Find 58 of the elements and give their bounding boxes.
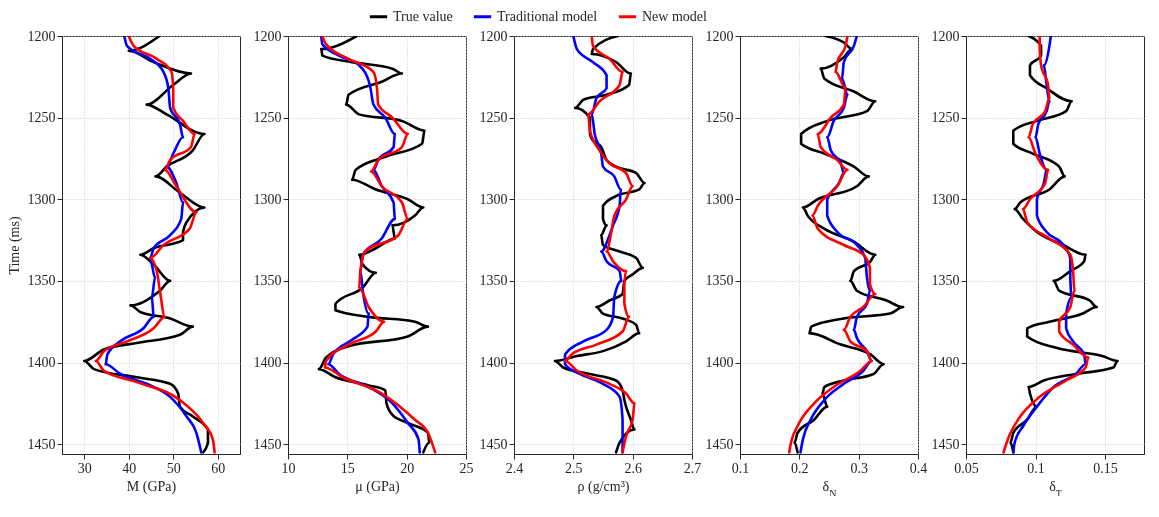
y-tick-label: 1450 [253,436,282,452]
x-tick-label: 30 [77,460,92,476]
y-tick-label: 1450 [931,436,960,452]
y-tick-label: 1300 [253,191,282,207]
y-tick-label: 1250 [479,110,508,126]
x-tick-label: 15 [340,460,355,476]
y-tick-label: 1200 [27,28,56,44]
y-tick-label: 1350 [27,273,56,289]
x-axis-title: δ$_{N}$ [822,478,837,498]
y-tick-label: 1350 [253,273,282,289]
y-tick-label: 1200 [931,28,960,44]
x-tick-label: 20 [400,460,415,476]
y-tick-label: 1450 [27,436,56,452]
y-tick-label: 1300 [479,191,508,207]
y-tick-label: 1450 [705,436,734,452]
x-tick-label: 0.1 [1027,460,1045,476]
y-tick-label: 1400 [705,355,734,371]
y-tick-label: 1350 [479,273,508,289]
x-tick-label: 2.7 [683,460,702,476]
x-axis-title: ρ (g/cm³) [577,478,630,495]
x-tick-label: 2.4 [505,460,524,476]
x-tick-label: 2.6 [624,460,642,476]
y-tick-label: 1250 [931,110,960,126]
x-tick-label: 60 [211,460,226,476]
x-axis-title: M (GPa) [126,478,177,495]
legend-label: Traditional model [497,8,598,24]
y-axis-title: Time (ms) [6,216,23,275]
x-tick-label: 0.05 [954,460,979,476]
x-tick-label: 0.4 [909,460,928,476]
y-tick-label: 1450 [479,436,508,452]
y-tick-label: 1350 [705,273,734,289]
y-tick-label: 1250 [27,110,56,126]
y-tick-label: 1300 [705,191,734,207]
y-tick-label: 1200 [253,28,282,44]
y-tick-label: 1400 [253,355,282,371]
y-tick-label: 1250 [253,110,282,126]
y-tick-label: 1300 [931,191,960,207]
y-tick-label: 1200 [479,28,508,44]
x-tick-label: 40 [122,460,137,476]
y-tick-label: 1300 [27,191,56,207]
x-tick-label: 50 [166,460,181,476]
y-tick-label: 1350 [931,273,960,289]
y-tick-label: 1400 [27,355,56,371]
y-tick-label: 1400 [931,355,960,371]
x-tick-label: 10 [281,460,296,476]
y-tick-label: 1200 [705,28,734,44]
x-tick-label: 2.5 [565,460,583,476]
legend-label: True value [393,8,453,24]
x-tick-label: 0.3 [850,460,868,476]
x-tick-label: 0.1 [731,460,750,476]
x-axis-title: μ (GPa) [355,478,401,495]
x-axis-title: δ$_{T}$ [1049,478,1062,498]
x-tick-label: 0.2 [791,460,809,476]
legend-label: New model [642,8,708,24]
y-tick-label: 1400 [479,355,508,371]
y-tick-label: 1250 [705,110,734,126]
x-tick-label: 0.15 [1093,460,1118,476]
x-tick-label: 25 [459,460,474,476]
